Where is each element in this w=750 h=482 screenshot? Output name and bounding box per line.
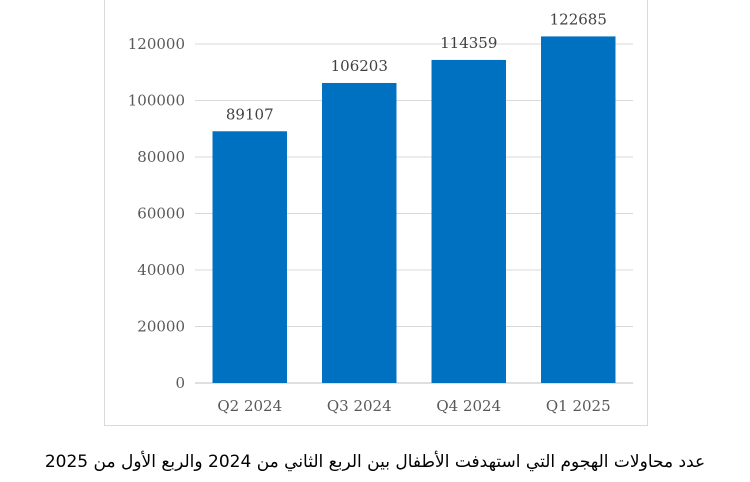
y-tick-label: 100000	[128, 92, 185, 110]
data-label: 114359	[440, 34, 497, 52]
data-label: 89107	[226, 105, 274, 123]
y-tick-label: 20000	[137, 318, 185, 336]
y-tick-label: 60000	[137, 205, 185, 223]
bar	[541, 36, 616, 383]
chart-caption: عدد محاولات الهجوم التي استهدفت الأطفال …	[44, 452, 706, 472]
data-label: 122685	[550, 10, 607, 28]
data-labels: 89107 106203 114359 122685	[226, 10, 607, 123]
chart-frame: 0 20000 40000 60000 80000 100000 120000 89107 1…	[104, 0, 648, 426]
bar	[431, 59, 506, 384]
category-label: Q3 2024	[327, 397, 392, 415]
category-label: Q4 2024	[436, 397, 501, 415]
y-tick-label: 40000	[137, 261, 185, 279]
data-label: 106203	[331, 57, 388, 75]
x-axis-categories: Q2 2024 Q3 2024 Q4 2024 Q1 2025	[217, 397, 610, 415]
y-axis-ticks: 0 20000 40000 60000 80000 100000 120000	[128, 35, 185, 392]
category-label: Q2 2024	[217, 397, 282, 415]
y-tick-label: 80000	[137, 148, 185, 166]
bars	[212, 36, 616, 384]
category-label: Q1 2025	[546, 397, 611, 415]
bar	[212, 131, 287, 383]
bar	[322, 82, 397, 383]
bar-chart: 0 20000 40000 60000 80000 100000 120000 89107 1…	[128, 10, 633, 415]
y-tick-label: 0	[175, 374, 185, 392]
y-tick-label: 120000	[128, 35, 185, 53]
